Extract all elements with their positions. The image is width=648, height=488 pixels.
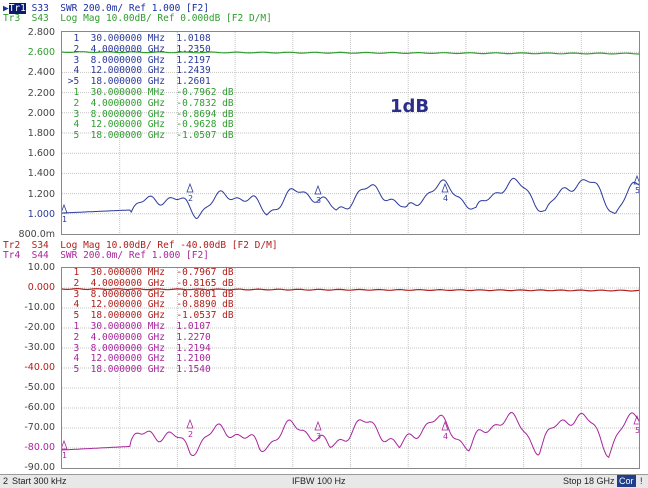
marker-table-s34: 1 30.000000 MHz -0.7967 dB 2 4.0000000 G… bbox=[62, 267, 234, 322]
y-tick-label: 2.600 bbox=[27, 47, 55, 59]
top-plot-area[interactable]: 1 2 3 4 5 bbox=[61, 31, 640, 235]
marker-row: 5 18.000000 GHz -1.0537 dB bbox=[62, 310, 234, 322]
marker-row: 1 30.000000 MHz 1.0108 bbox=[62, 33, 211, 44]
active-trace-tag[interactable]: Tr1 bbox=[8, 3, 26, 14]
marker-row: 4 12.000000 GHz -0.8890 dB bbox=[62, 299, 234, 311]
warning-flag: ! bbox=[640, 476, 643, 486]
marker-flag[interactable]: 4 bbox=[441, 182, 449, 203]
marker-row: 4 12.000000 GHz 1.2439 bbox=[62, 65, 211, 77]
marker-row: 5 18.000000 GHz 1.1540 bbox=[62, 364, 211, 376]
y-tick-label: 10.00 bbox=[27, 262, 55, 273]
marker-row: 3 8.0000000 GHz 1.2194 bbox=[62, 342, 211, 354]
channel-number[interactable]: 2 bbox=[3, 476, 9, 486]
y-tick-label: 2.200 bbox=[27, 87, 55, 99]
y-tick-label: 1.000 bbox=[27, 208, 55, 220]
svg-text:5: 5 bbox=[635, 186, 639, 195]
bottom-grid bbox=[62, 268, 639, 468]
y-tick-label: 2.800 bbox=[27, 27, 55, 38]
y-tick-label: -70.00 bbox=[24, 422, 55, 433]
marker-flag[interactable]: 3 bbox=[314, 184, 322, 205]
y-tick-label: 2.000 bbox=[27, 107, 55, 119]
trace-header-tr1[interactable]: ▶Tr1 S33 SWR 200.0m/ Ref 1.000 [F2] bbox=[3, 3, 209, 14]
y-tick-label: -90.00 bbox=[24, 462, 55, 473]
marker-row: 4 12.000000 GHz 1.2100 bbox=[62, 353, 211, 365]
bottom-marker-flags: 1 2 3 4 5 bbox=[62, 414, 639, 460]
start-frequency[interactable]: Start 300 kHz bbox=[12, 476, 67, 486]
s43-trace bbox=[62, 51, 639, 55]
y-tick-label: 1.200 bbox=[27, 188, 55, 200]
y-tick-label: -10.00 bbox=[24, 302, 55, 313]
top-plot-svg: 1 2 3 4 5 bbox=[62, 32, 639, 234]
marker-row: 5 18.000000 GHz -1.0507 dB bbox=[62, 130, 234, 142]
y-tick-label: -30.00 bbox=[24, 342, 55, 353]
bottom-trace-panel[interactable]: Tr2 S34 Log Mag 10.00dB/ Ref -40.00dB [F… bbox=[0, 238, 648, 474]
y-tick-label: 1.800 bbox=[27, 128, 55, 139]
svg-text:3: 3 bbox=[316, 196, 321, 205]
trace-header-tr2[interactable]: Tr2 S34 Log Mag 10.00dB/ Ref -40.00dB [F… bbox=[3, 240, 278, 251]
y-tick-label: 1.600 bbox=[27, 148, 55, 160]
s44-trace bbox=[62, 411, 639, 459]
y-tick-label: -20.00 bbox=[24, 322, 55, 333]
top-grid bbox=[62, 32, 639, 234]
svg-text:2: 2 bbox=[188, 430, 193, 439]
svg-text:1: 1 bbox=[62, 215, 67, 224]
marker-table-s43: 1 30.000000 MHz -0.7962 dB 2 4.0000000 G… bbox=[62, 87, 234, 142]
marker-flag[interactable]: 5 bbox=[633, 174, 639, 195]
marker-row: 2 4.0000000 GHz 1.2350 bbox=[62, 43, 211, 55]
s33-trace bbox=[62, 177, 639, 220]
marker-row: 1 30.000000 MHz -0.7962 dB bbox=[62, 87, 234, 98]
top-marker-flags: 1 2 3 4 5 bbox=[62, 174, 639, 224]
marker-flag[interactable]: 1 bbox=[62, 203, 68, 224]
svg-text:4: 4 bbox=[443, 432, 448, 441]
s34-trace bbox=[62, 287, 639, 292]
marker-row: 2 4.0000000 GHz -0.8165 dB bbox=[62, 277, 234, 289]
y-tick-label: -60.00 bbox=[24, 402, 55, 413]
svg-text:2: 2 bbox=[188, 194, 193, 203]
y-tick-label: 2.400 bbox=[27, 67, 55, 79]
y-tick-label: 1.400 bbox=[27, 168, 55, 180]
marker-row: 1 30.000000 MHz -0.7967 dB bbox=[62, 267, 234, 278]
status-bar: 2 Start 300 kHz IFBW 100 Hz Stop 18 GHz … bbox=[0, 474, 648, 488]
y-tick-label: 0.000 bbox=[27, 282, 55, 293]
trace-header-tr3[interactable]: Tr3 S43 Log Mag 10.00dB/ Ref 0.000dB [F2… bbox=[3, 13, 272, 24]
marker-row: 3 8.0000000 GHz -0.8001 dB bbox=[62, 288, 234, 300]
marker-flag[interactable]: 4 bbox=[441, 420, 449, 441]
ifbw-setting[interactable]: IFBW 100 Hz bbox=[292, 476, 346, 486]
marker-row: 3 8.0000000 GHz 1.2197 bbox=[62, 54, 211, 66]
annotation-1db: 1dB bbox=[390, 96, 430, 117]
marker-flag[interactable]: 2 bbox=[186, 182, 194, 203]
marker-flag[interactable]: 1 bbox=[62, 439, 68, 460]
marker-row: 3 8.0000000 GHz -0.8694 dB bbox=[62, 108, 234, 120]
y-tick-label: -50.00 bbox=[24, 382, 55, 393]
marker-flag[interactable]: 3 bbox=[314, 420, 322, 441]
trace-header-tr4[interactable]: Tr4 S44 SWR 200.0m/ Ref 1.000 [F2] bbox=[3, 250, 209, 261]
bottom-plot-svg: 1 2 3 4 5 bbox=[62, 268, 639, 468]
y-tick-label: 800.0m bbox=[18, 229, 55, 240]
y-tick-label: -40.00 bbox=[24, 362, 55, 373]
correction-badge[interactable]: Cor bbox=[617, 475, 636, 487]
svg-text:5: 5 bbox=[635, 426, 639, 435]
bottom-plot-area[interactable]: 1 2 3 4 5 bbox=[61, 267, 640, 469]
top-trace-panel[interactable]: ▶Tr1 S33 SWR 200.0m/ Ref 1.000 [F2] Tr3 … bbox=[0, 0, 648, 240]
marker-row: 2 4.0000000 GHz -0.7832 dB bbox=[62, 97, 234, 109]
marker-table-s33: 1 30.000000 MHz 1.0108 2 4.0000000 GHz 1… bbox=[62, 33, 211, 88]
stop-frequency[interactable]: Stop 18 GHz bbox=[563, 476, 615, 486]
marker-flag[interactable]: 2 bbox=[186, 418, 194, 439]
svg-text:4: 4 bbox=[443, 194, 448, 203]
marker-row: 1 30.000000 MHz 1.0107 bbox=[62, 321, 211, 332]
svg-text:3: 3 bbox=[316, 432, 321, 441]
svg-text:1: 1 bbox=[62, 451, 67, 460]
marker-table-s44: 1 30.000000 MHz 1.0107 2 4.0000000 GHz 1… bbox=[62, 321, 211, 376]
marker-row: >5 18.000000 GHz 1.2601 bbox=[62, 76, 211, 88]
marker-row: 4 12.000000 GHz -0.9628 dB bbox=[62, 119, 234, 131]
y-tick-label: -80.00 bbox=[24, 442, 55, 453]
marker-row: 2 4.0000000 GHz 1.2270 bbox=[62, 331, 211, 343]
marker-flag[interactable]: 5 bbox=[633, 414, 639, 435]
